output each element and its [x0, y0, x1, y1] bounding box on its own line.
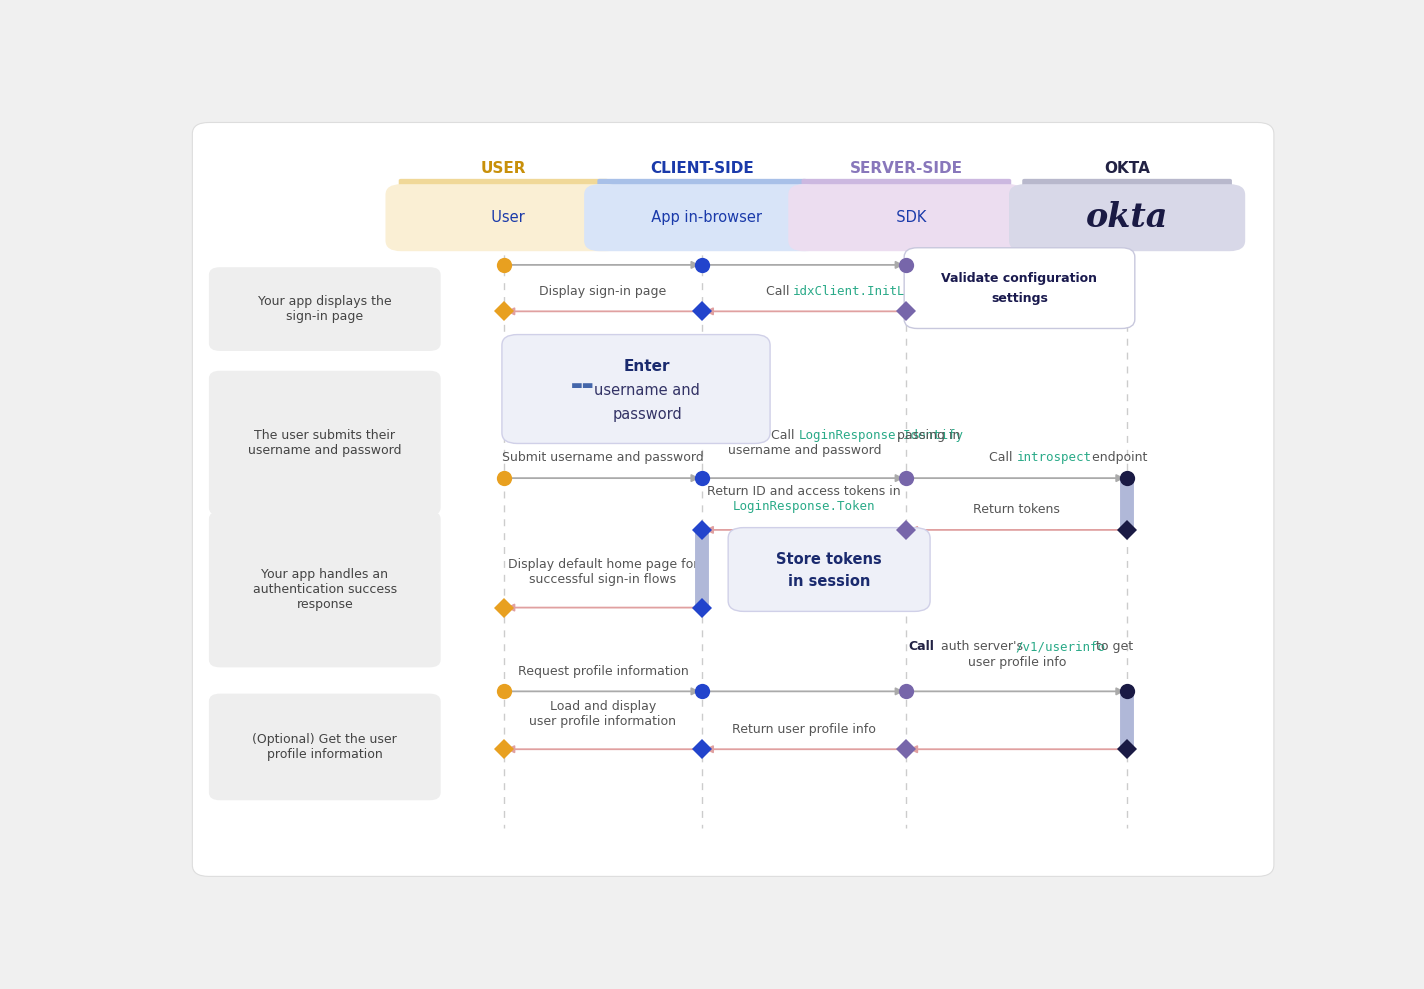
Text: App in-browser: App in-browser — [642, 211, 762, 225]
Text: endpoint: endpoint — [1088, 451, 1148, 465]
Text: settings: settings — [991, 292, 1048, 305]
Text: The user submits their
username and password: The user submits their username and pass… — [248, 429, 402, 457]
Text: username and password: username and password — [728, 444, 881, 457]
FancyBboxPatch shape — [1022, 179, 1232, 187]
Text: Open browser at client URL: Open browser at client URL — [517, 238, 689, 251]
FancyBboxPatch shape — [209, 371, 440, 515]
Text: Call: Call — [990, 451, 1017, 465]
Text: idx.NewClient: idx.NewClient — [793, 238, 891, 251]
Text: username and: username and — [594, 383, 701, 398]
FancyBboxPatch shape — [192, 123, 1274, 876]
Text: OKTA: OKTA — [1104, 160, 1151, 176]
Text: Display default home page for
successful sign-in flows: Display default home page for successful… — [508, 558, 698, 586]
Text: auth server's: auth server's — [937, 640, 1027, 654]
FancyBboxPatch shape — [584, 184, 820, 251]
Text: Call: Call — [766, 238, 793, 251]
FancyBboxPatch shape — [209, 511, 440, 668]
Text: Call: Call — [909, 640, 934, 654]
Text: Your app handles an
authentication success
response: Your app handles an authentication succe… — [252, 568, 397, 611]
Text: ▬▬: ▬▬ — [571, 379, 595, 392]
FancyBboxPatch shape — [386, 184, 622, 251]
Text: Call: Call — [766, 285, 793, 298]
FancyBboxPatch shape — [598, 179, 807, 187]
Text: user profile info: user profile info — [967, 656, 1067, 669]
FancyBboxPatch shape — [802, 179, 1011, 187]
Text: Return ID and access tokens in: Return ID and access tokens in — [708, 485, 901, 497]
Text: USER: USER — [481, 160, 527, 176]
Text: Display sign-in page: Display sign-in page — [540, 285, 666, 298]
FancyBboxPatch shape — [399, 179, 608, 187]
Text: to get: to get — [1092, 640, 1134, 654]
Text: SERVER-SIDE: SERVER-SIDE — [850, 160, 963, 176]
Text: LoginResponse.Token: LoginResponse.Token — [733, 500, 876, 513]
Text: Request profile information: Request profile information — [517, 665, 688, 677]
Text: CLIENT-SIDE: CLIENT-SIDE — [651, 160, 755, 176]
Text: okta: okta — [1087, 201, 1168, 234]
Text: in session: in session — [787, 575, 870, 589]
FancyBboxPatch shape — [209, 267, 440, 351]
FancyBboxPatch shape — [904, 248, 1135, 328]
Text: Return user profile info: Return user profile info — [732, 723, 876, 736]
Text: User: User — [483, 211, 525, 225]
Text: /v1/userinfo: /v1/userinfo — [1015, 640, 1105, 654]
Text: Validate configuration: Validate configuration — [941, 272, 1098, 285]
Text: introspect: introspect — [1017, 451, 1092, 465]
Text: LoginResponse.Identify: LoginResponse.Identify — [799, 428, 964, 441]
Text: Submit username and password: Submit username and password — [503, 451, 703, 465]
Text: password: password — [612, 406, 682, 421]
Text: Enter: Enter — [624, 359, 671, 374]
Text: Load and display
user profile information: Load and display user profile informatio… — [530, 700, 676, 728]
Text: Store tokens: Store tokens — [776, 552, 881, 567]
FancyBboxPatch shape — [789, 184, 1024, 251]
Text: Return tokens: Return tokens — [973, 503, 1061, 516]
FancyBboxPatch shape — [209, 693, 440, 800]
FancyBboxPatch shape — [501, 334, 770, 443]
Text: idxClient.InitLogin: idxClient.InitLogin — [793, 285, 936, 298]
FancyBboxPatch shape — [1010, 184, 1245, 251]
Text: (Optional) Get the user
profile information: (Optional) Get the user profile informat… — [252, 733, 397, 761]
Text: passing in: passing in — [893, 428, 960, 441]
FancyBboxPatch shape — [728, 527, 930, 611]
Text: Call: Call — [772, 428, 799, 441]
Text: Your app displays the
sign-in page: Your app displays the sign-in page — [258, 295, 392, 323]
Text: SDK: SDK — [887, 211, 926, 225]
